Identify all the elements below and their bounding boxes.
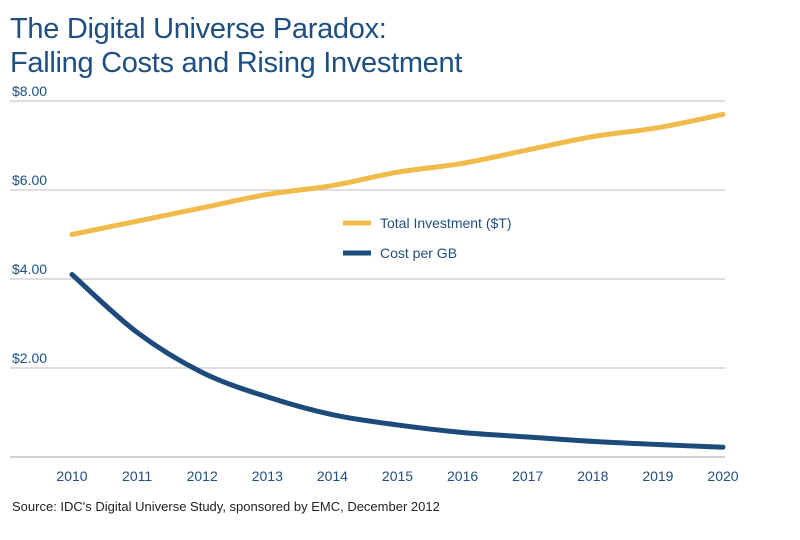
chart-title-line-1: The Digital Universe Paradox: [10, 13, 387, 45]
chart-title-line-2: Falling Costs and Rising Investment [10, 47, 463, 79]
gridlines [10, 100, 725, 458]
x-tick-label: 2018 [577, 468, 608, 484]
chart-title: The Digital Universe Paradox: Falling Co… [10, 12, 462, 80]
y-axis-tick-labels: $8.00 $6.00 $4.00 $2.00 [12, 83, 47, 366]
x-tick-label: 2010 [56, 468, 87, 484]
legend: Total Investment ($T) Cost per GB [343, 215, 512, 261]
x-axis-tick-labels: 2010 2011 2012 2013 2014 2015 2016 2017 2018 2019… [56, 468, 738, 484]
x-tick-label: 2012 [187, 468, 218, 484]
y-tick-label: $2.00 [12, 350, 47, 366]
source-note: Source: IDC's Digital Universe Study, sp… [12, 499, 440, 514]
x-tick-label: 2020 [707, 468, 738, 484]
x-tick-label: 2016 [447, 468, 478, 484]
x-tick-label: 2019 [642, 468, 673, 484]
series-line-0 [69, 111, 726, 237]
x-tick-label: 2017 [512, 468, 543, 484]
y-tick-label: $4.00 [12, 261, 47, 277]
x-tick-label: 2011 [122, 468, 152, 484]
series-line-1 [69, 272, 726, 450]
x-tick-label: 2014 [317, 468, 348, 484]
x-tick-label: 2013 [252, 468, 283, 484]
legend-label-0: Total Investment ($T) [380, 215, 512, 231]
y-tick-label: $8.00 [12, 83, 47, 99]
series-lines [69, 111, 726, 450]
y-tick-label: $6.00 [12, 172, 47, 188]
legend-label-1: Cost per GB [380, 245, 457, 261]
x-tick-label: 2015 [382, 468, 413, 484]
